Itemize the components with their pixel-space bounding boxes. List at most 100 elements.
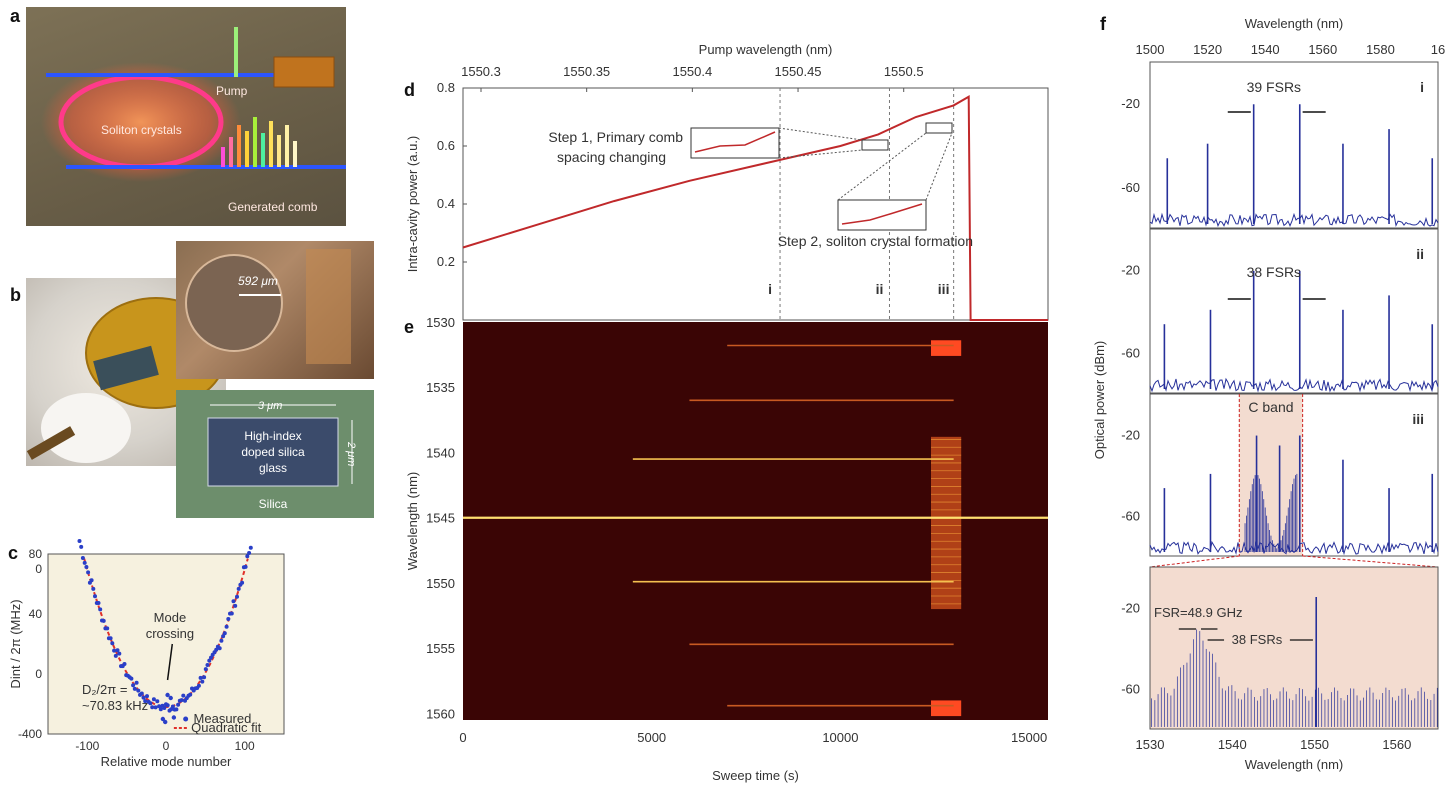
panel-e-chart: 1530 1535 1540 1545 1550 1555 1560 0 5000 10000 15… <box>405 315 1048 783</box>
clad-label: Silica <box>259 497 288 511</box>
fiber <box>26 426 76 460</box>
width-label: 3 μm <box>258 400 282 412</box>
legend-measured: Measured <box>194 711 252 726</box>
ylabel-d: Intra-cavity power (a.u.) <box>405 136 420 273</box>
spectrum-ii: -20 -60 ii <box>1121 228 1439 394</box>
spectrum-zoom: -20 -60 1530 1540 1550 1560 Wavelength (nm) FSR… <box>1121 566 1439 772</box>
measured-point <box>82 560 87 565</box>
sub-label-ii: ii <box>1416 246 1424 262</box>
measured-point <box>207 658 212 663</box>
ytick-d-2: 0.6 <box>437 138 455 153</box>
fsr-ii-label: 38 FSRs <box>1247 264 1301 280</box>
measured-point <box>148 701 153 706</box>
measured-point <box>136 688 141 693</box>
panel-d-frame <box>462 87 1049 321</box>
xtick-fz-1: 1540 <box>1218 737 1247 752</box>
top-xtick-f-3: 1560 <box>1308 42 1337 57</box>
panel-d-chart: 0.2 0.4 0.6 0.8 1550.3 1550.35 1550.4 1550.45 15… <box>405 42 1049 720</box>
inset-trace-step2 <box>841 203 923 225</box>
bottom-xlabel-f: Wavelength (nm) <box>1245 757 1344 772</box>
measured-point <box>247 551 252 555</box>
xlabel-c: Relative mode number <box>101 754 232 769</box>
mode-crossing-point <box>171 715 177 720</box>
d2-label-1: D₂/2π = <box>82 682 127 697</box>
measured-point <box>217 646 222 651</box>
top-xlabel-f: Wavelength (nm) <box>1245 16 1344 31</box>
ytick-e-0: 1530 <box>426 315 455 330</box>
measured-point <box>203 667 208 672</box>
step1-label-1: Step 1, Primary comb <box>548 129 683 145</box>
toptick-d-1: 1550.35 <box>563 64 610 79</box>
measured-point <box>84 565 89 569</box>
ylabel-e: Wavelength (nm) <box>405 472 420 571</box>
measured-point <box>101 618 106 623</box>
core-label-3: glass <box>259 461 287 475</box>
core-label-1: High-index <box>244 429 301 443</box>
ytick-fz-1: -60 <box>1121 682 1140 697</box>
core-rect <box>207 417 339 487</box>
panel-label-e: e <box>404 317 415 337</box>
zoom-connector-left <box>1149 555 1240 568</box>
sub-label-iii: iii <box>1412 411 1424 427</box>
measured-point <box>179 698 184 703</box>
comb-lines <box>221 117 297 167</box>
ring-illustration-svg: Soliton crystals Pump Generated comb <box>41 27 346 214</box>
ytick-f-1-0: -20 <box>1121 263 1140 278</box>
xtick-fz-2: 1550 <box>1300 737 1329 752</box>
mode-crossing-label-2: crossing <box>146 626 194 641</box>
ring-resonator-illustration: Soliton crystals Pump Generated comb <box>26 7 346 226</box>
measured-point <box>219 638 224 643</box>
cross-section-svg: 3 μm 2 μm High-index doped silica glass … <box>207 400 357 511</box>
measured-point <box>174 707 179 712</box>
top-xlabel-d: Pump wavelength (nm) <box>699 42 833 57</box>
panel-label-f: f <box>1100 14 1106 34</box>
noise-floor <box>1149 540 1439 556</box>
mode-crossing-point <box>163 719 168 725</box>
panel-label-a: a <box>10 6 21 26</box>
measured-point <box>141 695 146 700</box>
ytick-f-2-1: -60 <box>1121 509 1140 524</box>
inset-trace-step1 <box>694 131 776 153</box>
ylabel-c: Dint / 2π (MHz) <box>8 599 23 688</box>
measured-point <box>165 703 170 708</box>
marker-label-iii: iii <box>938 281 950 297</box>
xtick-e-2: 10000 <box>822 730 858 745</box>
ytick-f-2-0: -20 <box>1121 427 1140 442</box>
inset-box-step2 <box>837 199 927 231</box>
step1-label-2: spacing changing <box>557 149 666 165</box>
step2-label: Step 2, soliton crystal formation <box>778 233 973 249</box>
measured-point <box>143 699 148 704</box>
radius-label: 592 μm <box>238 274 278 288</box>
xtick-c-0: -100 <box>75 739 99 753</box>
ytick-c-3: 0 <box>35 667 42 681</box>
bus-waveguide-top <box>46 73 291 77</box>
measured-point <box>233 603 238 608</box>
sub-label-i: i <box>1420 79 1424 95</box>
panel-label-c: c <box>8 543 19 563</box>
legend-fit: Quadratic fit <box>191 720 261 735</box>
xtick-fz-3: 1560 <box>1382 737 1411 752</box>
measured-point <box>243 564 248 569</box>
measured-point <box>139 691 144 696</box>
mode-crossing-arrow <box>166 643 174 681</box>
measured-point <box>129 676 134 681</box>
xlabel-e: Sweep time (s) <box>712 768 799 783</box>
legend-measured-marker <box>183 716 189 722</box>
marker-label-i: i <box>768 281 772 297</box>
measured-point <box>214 647 219 652</box>
ring-image <box>185 254 283 352</box>
measured-point <box>151 697 156 702</box>
ring-glow <box>41 62 241 182</box>
measured-point <box>236 586 241 591</box>
measured-point <box>235 594 239 599</box>
spectrum-frame <box>1149 61 1439 229</box>
measured-point <box>158 707 163 712</box>
measured-point <box>79 544 84 549</box>
fsr-i-label: 39 FSRs <box>1247 79 1301 95</box>
measured-point <box>131 683 136 688</box>
measured-point <box>245 554 250 559</box>
zoom-box-step1 <box>861 139 889 151</box>
intracavity-power-trace <box>462 94 1048 321</box>
ring-microscope-svg: 592 μm <box>185 249 351 364</box>
